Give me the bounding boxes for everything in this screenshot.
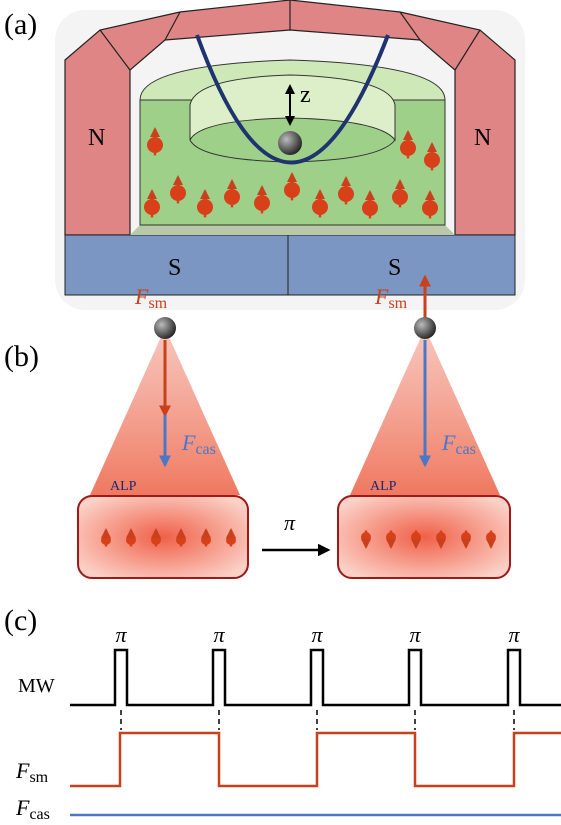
pulse-label: π — [311, 622, 323, 647]
trap-potential — [195, 34, 390, 165]
spin-ensemble — [337, 495, 511, 579]
source-label: ALP — [110, 479, 137, 494]
pole-label: S — [388, 255, 401, 281]
pole-label: S — [168, 255, 181, 281]
south-magnet — [64, 234, 516, 296]
subscript: cas — [29, 806, 49, 823]
spin-ensemble — [77, 495, 249, 579]
panel-label: (b) — [4, 340, 39, 373]
pulse-label: π — [508, 622, 520, 647]
trace-label: Fsm — [15, 758, 49, 786]
spins — [101, 528, 496, 549]
axis-label: z — [300, 82, 311, 108]
subscript: sm — [29, 769, 48, 786]
subscript: sm — [148, 295, 167, 312]
symbol: F — [181, 430, 196, 455]
particle — [154, 317, 176, 339]
panel-label: (c) — [4, 604, 37, 637]
magnet-edges — [99, 0, 481, 71]
particle — [278, 131, 302, 155]
symbol: F — [15, 795, 30, 820]
transition-label: π — [284, 510, 296, 535]
subscript: sm — [388, 295, 407, 312]
spins — [144, 127, 440, 219]
subscript: cas — [455, 441, 475, 458]
subscript: cas — [195, 441, 215, 458]
force-label: Fcas — [181, 430, 216, 458]
pulse-label: π — [213, 622, 225, 647]
source-label: ALP — [370, 479, 397, 494]
trace-label: Fcas — [15, 795, 50, 823]
symbol: F — [134, 284, 149, 309]
pole-label: N — [474, 125, 491, 151]
force-label: Fsm — [134, 284, 168, 312]
floor — [130, 225, 455, 235]
symbol: F — [15, 758, 30, 783]
mw-trace — [70, 648, 561, 707]
symbol: F — [374, 284, 389, 309]
trace-label: MW — [18, 675, 55, 697]
pulse-label: π — [409, 622, 421, 647]
pole-label: N — [88, 125, 105, 151]
force-label: Fcas — [441, 430, 476, 458]
fsm-trace — [70, 731, 561, 788]
particle — [414, 317, 436, 339]
force-label: Fsm — [374, 284, 408, 312]
panel-label: (a) — [4, 8, 37, 41]
pulse-label: π — [115, 622, 127, 647]
symbol: F — [441, 430, 456, 455]
